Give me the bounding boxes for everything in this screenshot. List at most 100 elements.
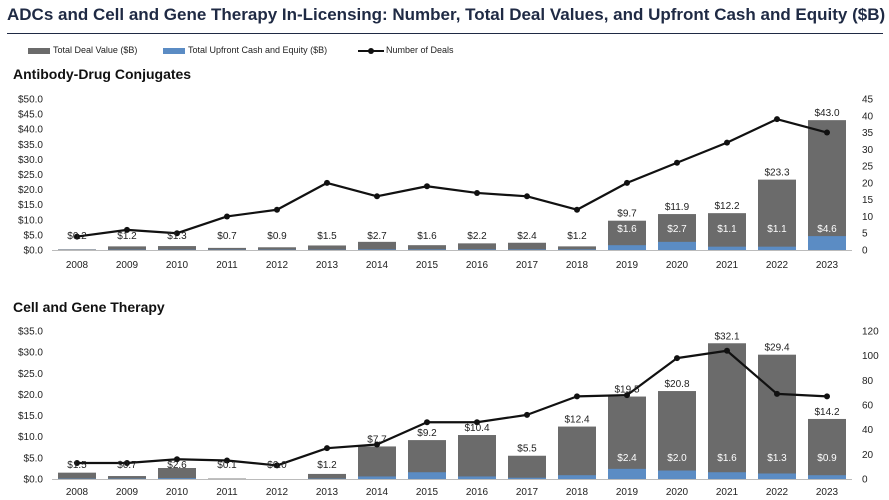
cgt-upfront-value-label: $0.9 xyxy=(817,453,837,464)
adc-total-value-label: $11.9 xyxy=(665,202,690,213)
cgt-deals-point xyxy=(274,462,280,469)
cgt-total-value-label: $12.4 xyxy=(564,415,589,426)
adc-x-tick-label: 2015 xyxy=(416,260,439,271)
adc-total-value-label: $0.9 xyxy=(267,231,287,242)
legend-label-deals: Number of Deals xyxy=(386,45,454,55)
cgt-x-tick-label: 2009 xyxy=(116,487,139,498)
cgt-total-bar xyxy=(808,418,846,479)
cgt-deals-point xyxy=(674,355,680,362)
cgt-total-value-label: $32.1 xyxy=(714,331,739,342)
adc-right-tick-label: 20 xyxy=(862,178,874,189)
cgt-x-tick-label: 2022 xyxy=(766,487,789,498)
cgt-left-tick-label: $20.0 xyxy=(18,390,43,401)
cgt-right-tick-label: 120 xyxy=(862,327,879,338)
adc-total-value-label: $2.4 xyxy=(517,231,537,242)
adc-x-tick-label: 2011 xyxy=(216,260,238,271)
adc-left-tick-label: $15.0 xyxy=(18,200,43,211)
cgt-deals-point xyxy=(724,347,730,354)
adc-left-tick-label: $35.0 xyxy=(18,140,43,151)
adc-total-bar xyxy=(408,245,446,250)
adc-x-tick-label: 2021 xyxy=(716,260,739,271)
cgt-upfront-bar xyxy=(658,470,696,479)
cgt-left-tick-label: $25.0 xyxy=(18,369,43,380)
legend-swatch-upfront xyxy=(163,47,185,54)
adc-x-tick-label: 2020 xyxy=(666,260,689,271)
cgt-right-tick-label: 20 xyxy=(862,450,874,461)
cgt-total-value-label: $19.5 xyxy=(614,385,639,396)
adc-deals-point xyxy=(774,116,780,123)
adc-deals-line xyxy=(76,118,828,238)
cgt-total-bar xyxy=(708,343,746,479)
cgt-x-tick-label: 2008 xyxy=(66,487,89,498)
cgt-total-bar xyxy=(308,473,346,479)
cgt-upfront-bar xyxy=(708,472,746,479)
adc-total-bar xyxy=(258,247,296,250)
adc-upfront-bar xyxy=(658,241,696,250)
cgt-left-tick-label: $30.0 xyxy=(18,348,43,359)
adc-left-tick-label: $45.0 xyxy=(18,110,43,121)
cgt-right-tick-label: 40 xyxy=(862,425,874,436)
adc-deals-point xyxy=(574,206,580,213)
cgt-left-tick-label: $15.0 xyxy=(18,411,43,422)
cgt-total-value-label: $2.6 xyxy=(167,460,187,471)
adc-right-tick-label: 45 xyxy=(862,95,874,106)
adc-left-tick-label: $50.0 xyxy=(18,95,43,106)
cgt-total-bar xyxy=(608,396,646,479)
adc-right-tick-label: 25 xyxy=(862,162,874,173)
cgt-upfront-bar xyxy=(808,475,846,479)
adc-upfront-bar xyxy=(808,236,846,250)
cgt-x-tick-label: 2023 xyxy=(816,487,839,498)
cgt-deals-point xyxy=(124,459,130,466)
adc-total-bar xyxy=(808,120,846,250)
cgt-total-value-label: $1.2 xyxy=(317,460,337,471)
cgt-total-value-label: $7.7 xyxy=(367,434,387,445)
adc-upfront-value-label: $2.7 xyxy=(667,224,687,235)
adc-left-tick-label: $25.0 xyxy=(18,170,43,181)
adc-total-bar xyxy=(708,213,746,250)
cgt-total-bar xyxy=(758,354,796,479)
cgt-deals-point xyxy=(324,445,330,452)
panel-title-adc: Antibody-Drug Conjugates xyxy=(13,66,192,82)
adc-left-tick-label: $0.0 xyxy=(24,246,44,257)
cgt-deals-point xyxy=(224,457,230,464)
cgt-x-tick-label: 2020 xyxy=(666,487,689,498)
cgt-right-tick-label: 60 xyxy=(862,401,874,412)
adc-deals-point xyxy=(174,230,180,237)
adc-total-bar xyxy=(158,246,196,250)
adc-total-value-label: $0.7 xyxy=(217,231,237,242)
cgt-upfront-bar xyxy=(608,468,646,479)
adc-total-value-label: $0.2 xyxy=(67,231,87,242)
adc-x-tick-label: 2014 xyxy=(366,260,389,271)
cgt-total-bar xyxy=(158,468,196,479)
cgt-total-bar xyxy=(558,426,596,479)
adc-deals-point xyxy=(824,129,830,136)
adc-total-bar xyxy=(58,249,96,250)
cgt-left-tick-label: $0.0 xyxy=(24,475,44,486)
adc-x-tick-label: 2016 xyxy=(466,260,489,271)
cgt-total-bar xyxy=(358,446,396,479)
adc-x-tick-label: 2012 xyxy=(266,260,289,271)
adc-upfront-bar xyxy=(358,249,396,250)
cgt-deals-point xyxy=(624,392,630,399)
cgt-x-tick-label: 2013 xyxy=(316,487,339,498)
cgt-right-tick-label: 0 xyxy=(862,475,868,486)
cgt-upfront-bar xyxy=(508,477,546,479)
adc-deals-point xyxy=(674,159,680,166)
cgt-total-value-label: $9.2 xyxy=(417,428,437,439)
legend-label-upfront: Total Upfront Cash and Equity ($B) xyxy=(188,45,328,55)
cgt-total-value-label: $14.2 xyxy=(814,407,839,418)
cgt-upfront-value-label: $2.4 xyxy=(617,453,637,464)
cgt-upfront-bar xyxy=(358,476,396,479)
adc-right-tick-label: 35 xyxy=(862,128,874,139)
adc-deals-point xyxy=(124,226,130,233)
cgt-deals-line xyxy=(77,349,828,467)
adc-deals-point xyxy=(624,179,630,186)
legend-swatch-total xyxy=(28,47,50,54)
cgt-deals-point xyxy=(524,411,530,418)
adc-total-bar xyxy=(508,242,546,250)
cgt-deals-point xyxy=(424,419,430,426)
adc-right-tick-label: 0 xyxy=(862,246,868,257)
adc-total-value-label: $1.3 xyxy=(167,231,187,242)
adc-upfront-bar xyxy=(458,249,496,250)
